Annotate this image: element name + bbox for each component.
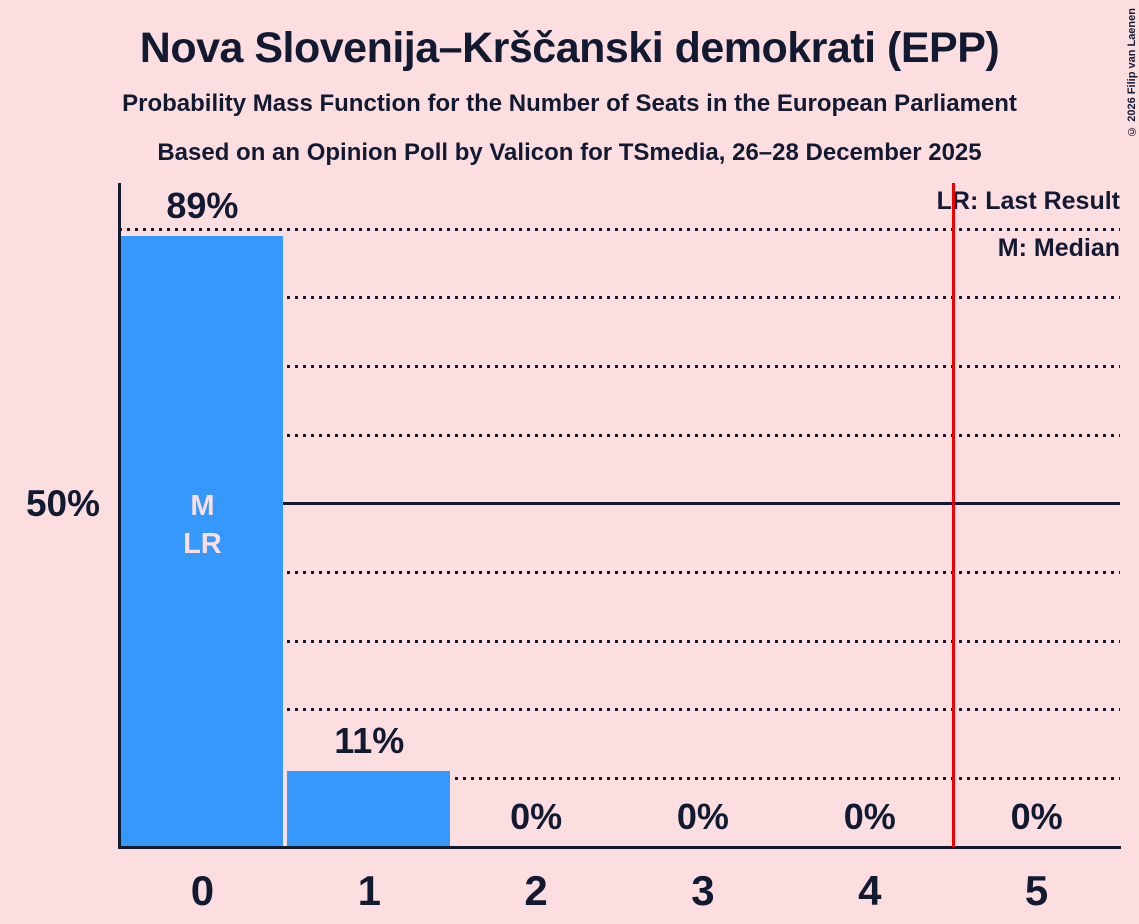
copyright-notice: © 2026 Filip van Laenen <box>1126 8 1138 137</box>
x-tick-label-5: 5 <box>1024 867 1049 914</box>
bar-1 <box>287 771 451 846</box>
last-result-marker-label: LR <box>183 528 222 560</box>
y-axis-line <box>117 183 121 849</box>
median-last-result-annotation: M LR <box>183 487 222 563</box>
x-tick-label-1: 1 <box>357 867 381 914</box>
gridline-70pct <box>119 365 1120 369</box>
gridline-20pct <box>119 708 1120 712</box>
legend-last-result: LR: Last Result <box>936 187 1120 215</box>
bar-value-label-2: 0% <box>510 796 563 837</box>
y-axis-tick-label: 50% <box>25 483 100 524</box>
x-tick-label-2: 2 <box>524 867 548 914</box>
bar-value-label-3: 0% <box>676 796 729 837</box>
x-tick-label-0: 0 <box>190 867 215 914</box>
bar-value-label-1: 11% <box>334 720 405 762</box>
chart-source-line: Based on an Opinion Poll by Valicon for … <box>157 139 982 166</box>
bar-value-label-4: 0% <box>843 796 896 837</box>
legend-median: M: Median <box>997 234 1120 262</box>
gridline-40pct <box>119 570 1120 574</box>
gridline-50pct-solid <box>119 502 1120 506</box>
x-tick-label-4: 4 <box>858 867 882 914</box>
gridline-80pct <box>119 296 1120 300</box>
x-axis-line <box>117 845 1121 849</box>
gridline-90pct <box>119 227 1120 231</box>
gridline-10pct <box>119 776 1120 780</box>
x-tick-label-3: 3 <box>691 867 715 914</box>
median-marker-label: M <box>190 490 215 522</box>
bar-value-label-5: 0% <box>1010 796 1063 837</box>
bar-value-label-0: 89% <box>166 185 239 227</box>
gridline-60pct <box>119 433 1120 437</box>
majority-threshold-line <box>951 183 955 847</box>
bar-0 <box>120 236 284 846</box>
gridline-30pct <box>119 639 1120 643</box>
chart-subtitle: Probability Mass Function for the Number… <box>122 90 1017 117</box>
page-title: Nova Slovenija–Krščanski demokrati (EPP) <box>139 24 1000 72</box>
